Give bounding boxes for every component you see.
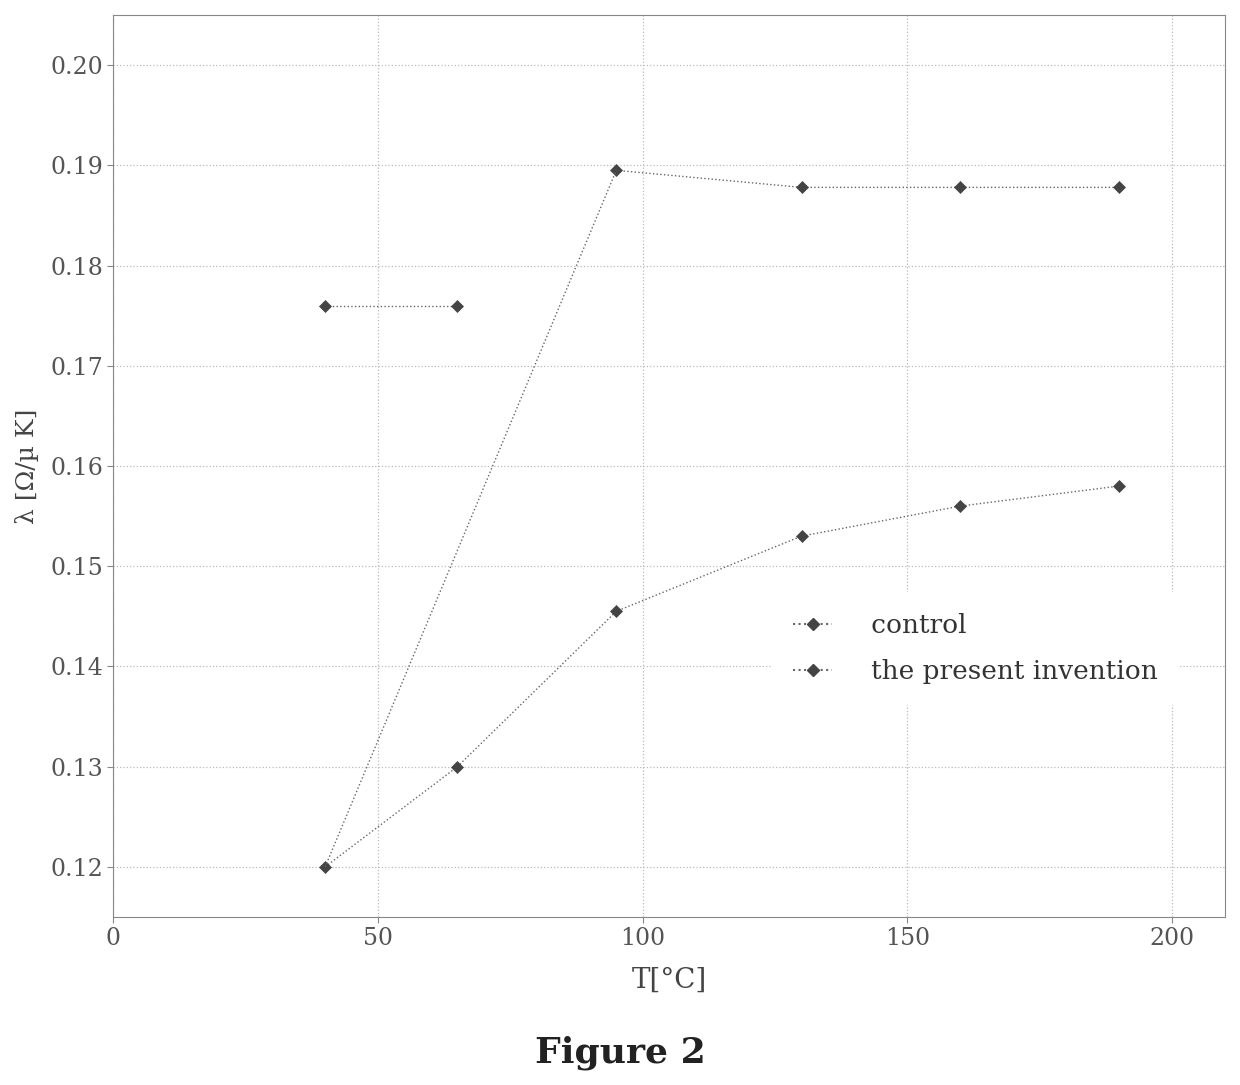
X-axis label: T[°C]: T[°C] [631,967,707,994]
Text: Figure 2: Figure 2 [534,1035,706,1070]
Y-axis label: λ [Ω/µ K]: λ [Ω/µ K] [15,408,38,524]
Legend:    control,    the present invention: control, the present invention [771,592,1178,705]
